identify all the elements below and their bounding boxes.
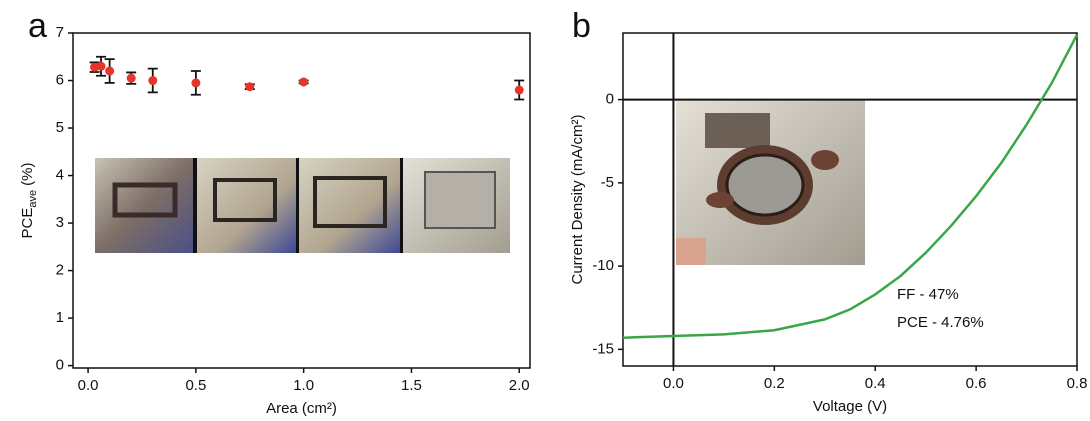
y-tick-label: -10	[592, 257, 614, 274]
y-tick-label: 7	[56, 24, 64, 41]
x-tick-label: 0.4	[865, 375, 886, 392]
data-point	[148, 76, 157, 85]
data-point	[515, 86, 524, 95]
x-tick-label: 0.5	[185, 377, 206, 394]
x-tick-label: 0.0	[78, 377, 99, 394]
x-tick-label: 0.8	[1067, 375, 1088, 392]
figure: a 0.0 0.5 1.0 1.5 2.0 0 1 2 3 4 5 6 7 Area (cm²) PCEave…	[0, 0, 1090, 421]
data-point	[245, 82, 254, 91]
annotation: PCE - 4.76%	[897, 314, 984, 331]
x-tick-label: 0.0	[663, 375, 684, 392]
y-axis-label: PCEave (%)	[19, 163, 39, 239]
y-label-sub: ave	[27, 190, 39, 208]
inset-photos-a	[95, 158, 510, 253]
x-tick-label: 1.5	[401, 377, 422, 394]
y-label-unit: (%)	[19, 163, 36, 186]
x-tick-label: 0.2	[764, 375, 785, 392]
y-tick-label: 2	[56, 262, 64, 279]
data-point	[299, 77, 308, 86]
x-axis-label: Area (cm²)	[266, 400, 337, 417]
y-tick-label: 5	[56, 119, 64, 136]
x-tick-label: 1.0	[293, 377, 314, 394]
data-point	[127, 74, 136, 83]
annotation: FF - 47%	[897, 286, 959, 303]
x-tick-label: 0.6	[966, 375, 987, 392]
y-tick-label: 0	[606, 91, 614, 108]
y-tick-label: 1	[56, 309, 64, 326]
panel-label: a	[28, 7, 47, 45]
y-label-main: PCE	[19, 208, 36, 239]
y-axis-label: Current Density (mA/cm²)	[569, 114, 586, 284]
panel-label: b	[572, 7, 591, 45]
y-tick-label: 0	[56, 357, 64, 374]
y-tick-label: 3	[56, 214, 64, 231]
x-tick-label: 2.0	[509, 377, 530, 394]
data-point	[191, 78, 200, 87]
y-tick-label: -5	[601, 174, 614, 191]
y-tick-label: 6	[56, 71, 64, 88]
inset-photo-b	[676, 100, 865, 265]
data-point	[97, 62, 106, 71]
data-point	[105, 67, 114, 76]
y-tick-label: -15	[592, 340, 614, 357]
y-tick-label: 4	[56, 167, 64, 184]
x-axis-label: Voltage (V)	[813, 398, 887, 415]
